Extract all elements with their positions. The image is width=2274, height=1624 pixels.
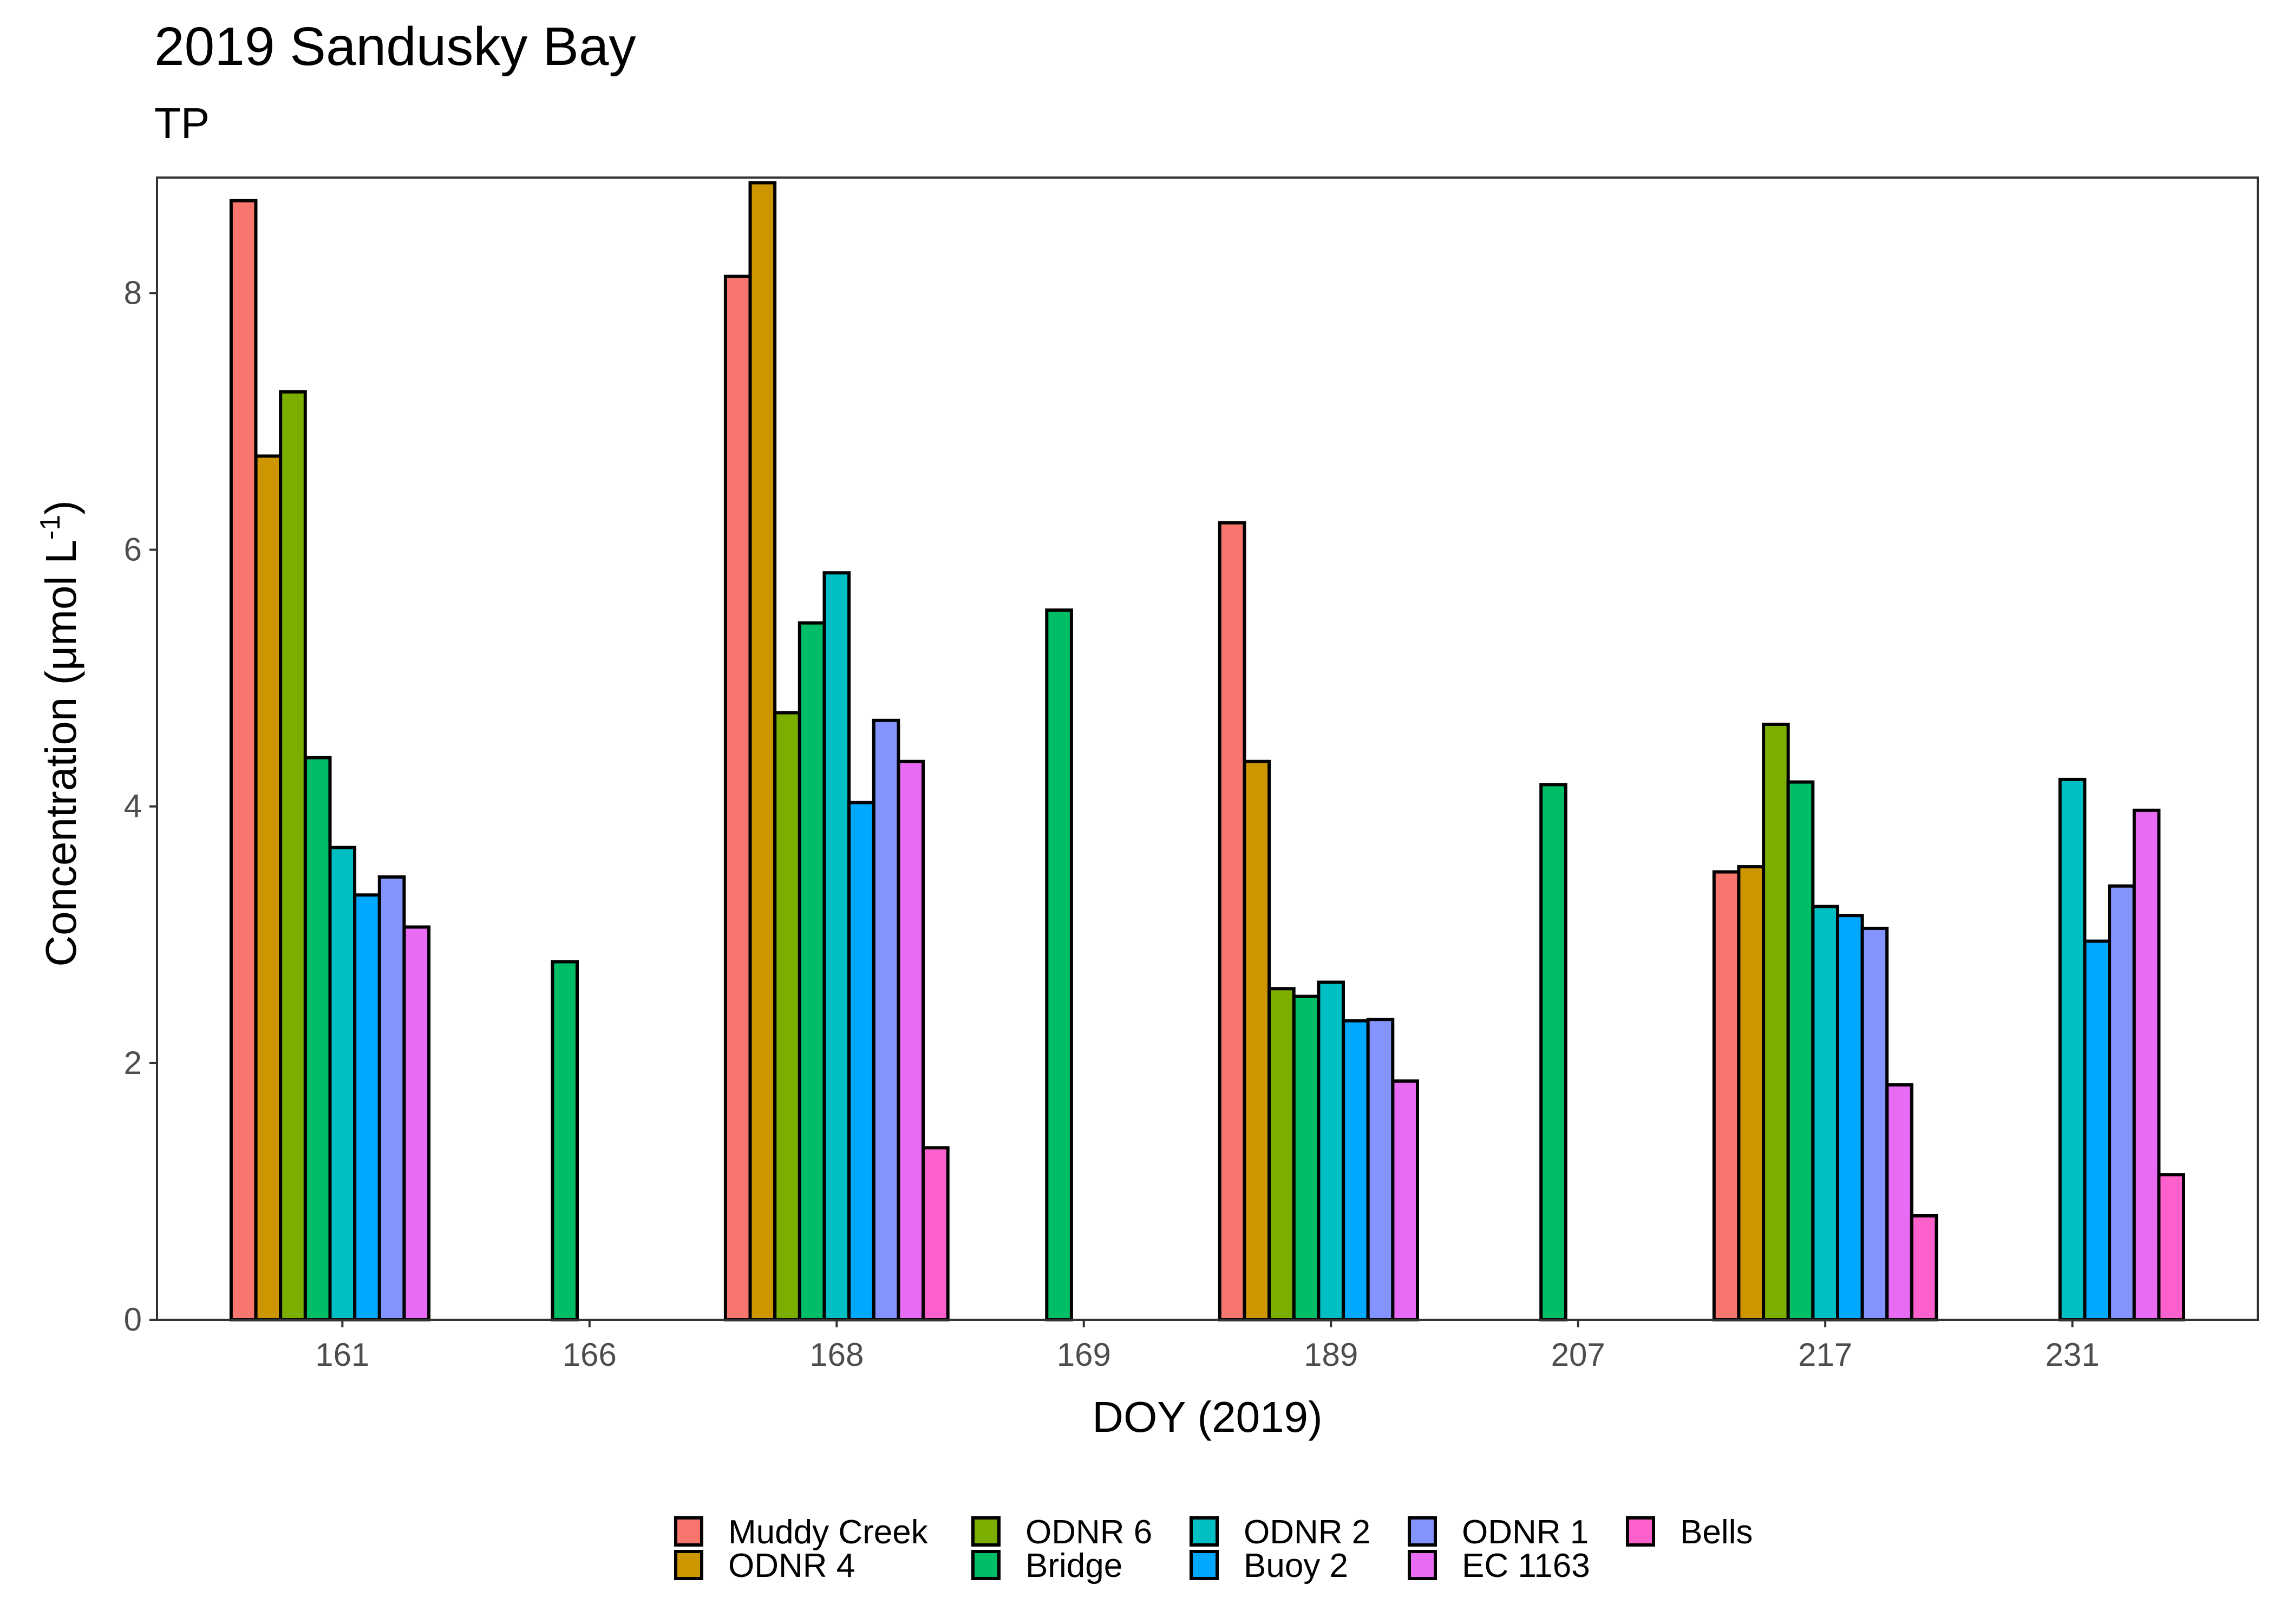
bar-bridge-168 <box>798 621 826 1321</box>
bar-bells-168 <box>922 1146 950 1322</box>
bar-odnr-4-189 <box>1243 759 1271 1321</box>
bar-odnr-6-217 <box>1762 723 1790 1321</box>
bar-bells-231 <box>2157 1173 2185 1322</box>
x-axis-title: DOY (2019) <box>1092 1393 1322 1441</box>
bar-muddy-creek-168 <box>723 274 752 1322</box>
bar-bridge-207 <box>1539 783 1567 1321</box>
legend-key-bells <box>1626 1516 1655 1547</box>
bars-layer <box>229 181 2185 1322</box>
legend-key-odnr-2 <box>1190 1516 1219 1547</box>
x-tick-label: 189 <box>1304 1337 1358 1373</box>
legend-key-odnr-4 <box>674 1550 703 1580</box>
x-axis: 161 166 168 169 189 207 217 231 <box>315 1320 2100 1373</box>
y-axis-title: Concentration (μmol L-1) <box>35 500 85 967</box>
bar-muddy-creek-189 <box>1218 521 1246 1322</box>
bar-buoy-2-189 <box>1342 1019 1370 1321</box>
bar-bridge-189 <box>1292 994 1321 1321</box>
x-tick-label: 161 <box>315 1337 369 1373</box>
bar-odnr-4-168 <box>748 181 777 1321</box>
bar-muddy-creek-161 <box>229 199 258 1322</box>
bar-buoy-2-217 <box>1836 914 1864 1321</box>
legend-label: Buoy 2 <box>1244 1547 1348 1584</box>
y-tick-label: 0 <box>124 1301 142 1338</box>
legend-key-buoy-2 <box>1190 1550 1219 1580</box>
legend-label: ODNR 4 <box>728 1547 855 1584</box>
legend-label: ODNR 2 <box>1244 1514 1370 1551</box>
plot-panel-border <box>156 176 2259 1321</box>
bar-odnr-2-168 <box>822 571 851 1321</box>
legend-label: Muddy Creek <box>728 1514 929 1551</box>
chart-title: 2019 Sandusky Bay <box>154 16 636 77</box>
bar-odnr-1-168 <box>872 718 900 1321</box>
bar-ec-1163-168 <box>897 759 925 1321</box>
bar-bridge-217 <box>1786 780 1815 1321</box>
bar-buoy-2-231 <box>2083 939 2112 1321</box>
bar-bells-217 <box>1910 1214 1938 1321</box>
y-axis-title-close: ) <box>37 500 85 515</box>
y-tick-label: 8 <box>124 274 142 311</box>
bar-odnr-1-217 <box>1860 926 1889 1321</box>
y-tick-label: 4 <box>124 788 142 824</box>
bar-odnr-1-189 <box>1366 1018 1395 1321</box>
bar-odnr-1-161 <box>377 875 406 1321</box>
bar-odnr-6-189 <box>1267 987 1296 1322</box>
bar-odnr-2-231 <box>2058 777 2087 1321</box>
bar-odnr-4-217 <box>1737 865 1765 1321</box>
bar-odnr-6-161 <box>279 390 307 1321</box>
legend-label: ODNR 6 <box>1025 1514 1152 1551</box>
bar-odnr-2-217 <box>1811 905 1839 1321</box>
x-tick-label: 166 <box>563 1337 617 1373</box>
bar-bridge-169 <box>1045 608 1073 1321</box>
legend-label: Bridge <box>1025 1547 1122 1584</box>
y-axis-title-superscript: -1 <box>35 515 66 540</box>
legend-label: EC 1163 <box>1462 1547 1590 1584</box>
chart-subtitle: TP <box>154 99 210 147</box>
bar-odnr-1-231 <box>2108 884 2136 1321</box>
x-tick-label: 207 <box>1551 1337 1605 1373</box>
x-tick-label: 169 <box>1057 1337 1111 1373</box>
legend-key-bridge <box>971 1550 1001 1580</box>
x-tick-label: 168 <box>809 1337 864 1373</box>
bar-odnr-4-161 <box>254 454 283 1321</box>
bar-buoy-2-161 <box>353 893 381 1322</box>
y-axis: 0 2 4 6 8 <box>124 274 157 1338</box>
bar-odnr-6-168 <box>773 711 801 1321</box>
bar-ec-1163-217 <box>1885 1083 1913 1321</box>
x-tick-label: 217 <box>1798 1337 1852 1373</box>
y-tick-label: 2 <box>124 1045 142 1081</box>
bar-buoy-2-168 <box>847 801 875 1321</box>
legend-key-ec-1163 <box>1408 1550 1437 1580</box>
bar-odnr-2-189 <box>1317 980 1345 1321</box>
legend-key-muddy-creek <box>674 1516 703 1547</box>
legend-label: ODNR 1 <box>1462 1514 1589 1551</box>
bar-ec-1163-231 <box>2132 808 2161 1322</box>
legend-label: Bells <box>1680 1514 1753 1551</box>
legend-key-odnr-6 <box>971 1516 1001 1547</box>
bar-ec-1163-161 <box>402 925 431 1321</box>
bar-bridge-161 <box>303 756 332 1321</box>
bar-odnr-2-161 <box>328 846 357 1321</box>
bar-bridge-166 <box>551 960 579 1321</box>
y-tick-label: 6 <box>124 532 142 568</box>
bar-muddy-creek-217 <box>1712 870 1741 1321</box>
legend-key-odnr-1 <box>1408 1516 1437 1547</box>
y-axis-title-main: Concentration (μmol L <box>37 540 85 967</box>
x-tick-label: 231 <box>2046 1337 2100 1373</box>
bar-ec-1163-189 <box>1391 1079 1419 1321</box>
